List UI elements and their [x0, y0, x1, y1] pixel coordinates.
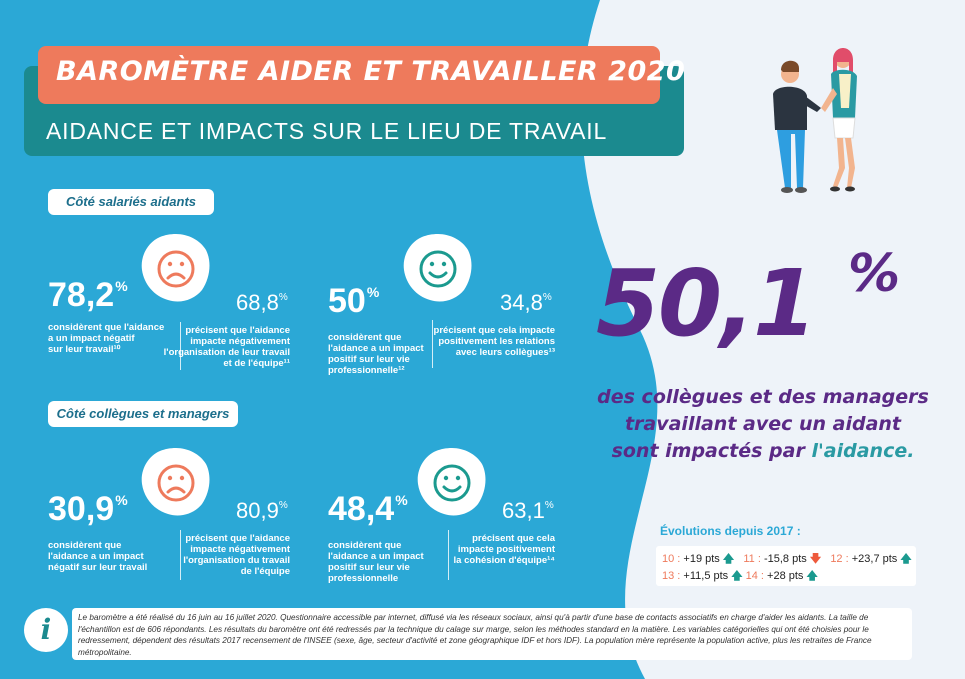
arrow-up-icon: 🡅 — [731, 570, 743, 582]
info-icon-glyph: i — [40, 613, 52, 646]
stat-colleagues-organisation-desc: précisent que l'aidance impacte négative… — [183, 533, 290, 577]
stat-colleagues-positive-desc: considèrent que l'aidance a un impact po… — [328, 540, 424, 584]
stat-colleagues-cohesion: 63,1% — [502, 498, 554, 523]
arrow-up-icon: 🡅 — [722, 553, 735, 565]
divider — [180, 322, 181, 370]
stat-employees-negative: 78,2% — [48, 276, 128, 314]
stat-employees-organisation: 68,8% — [236, 290, 288, 315]
divider — [180, 530, 181, 580]
methodology-note-box — [72, 608, 912, 660]
two-people-handshake-illustration — [773, 48, 857, 193]
section-label-employees: Côté salariés aidants — [48, 189, 214, 215]
highlight-value: 50,1 — [596, 250, 817, 357]
stat-employees-negative-desc: considèrent que l'aidance a un impact né… — [48, 322, 165, 355]
stat-colleagues-cohesion-desc: précisent que cela impacte positivement … — [453, 533, 555, 566]
page-title: BAROMÈTRE AIDER ET TRAVAILLER 2020 — [56, 56, 686, 87]
stat-colleagues-positive: 48,4% — [328, 490, 408, 528]
sad-face-icon — [141, 234, 210, 302]
smile-face-icon — [417, 448, 486, 516]
divider — [432, 320, 433, 368]
stat-colleagues-negative: 30,9% — [48, 490, 128, 528]
info-icon — [24, 608, 68, 652]
stat-employees-relations: 34,8% — [500, 290, 552, 315]
evolutions-box: 10 : +19 pts 🡅 11 : -15,8 pts 🡇 12 : +23… — [656, 546, 916, 586]
highlight-text: des collègues et des managers travaillan… — [597, 386, 929, 462]
stat-employees-organisation-desc: précisent que l'aidance impacte négative… — [163, 325, 290, 369]
smile-face-icon — [403, 234, 472, 302]
sad-face-icon — [141, 448, 210, 516]
stat-employees-positive: 50% — [328, 282, 380, 320]
divider — [448, 530, 449, 580]
section-label-colleagues: Côté collègues et managers — [48, 401, 238, 427]
stat-employees-positive-desc: considèrent que l'aidance a un impact po… — [328, 332, 424, 376]
stat-colleagues-organisation: 80,9% — [236, 498, 288, 523]
arrow-up-icon: 🡅 — [806, 570, 818, 582]
arrow-up-icon: 🡅 — [900, 553, 912, 565]
arrow-down-icon: 🡇 — [809, 553, 822, 565]
evolutions-title: Évolutions depuis 2017 : — [660, 524, 801, 538]
title-banner — [38, 46, 660, 104]
stat-employees-relations-desc: précisent que cela impacte positivement … — [433, 325, 555, 358]
page-subtitle: AIDANCE ET IMPACTS SUR LE LIEU DE TRAVAI… — [46, 118, 608, 144]
methodology-note: Le baromètre a été réalisé du 16 juin au… — [78, 613, 872, 657]
highlight-unit: % — [848, 244, 901, 304]
stat-colleagues-negative-desc: considèrent que l'aidance a un impact né… — [48, 540, 148, 573]
